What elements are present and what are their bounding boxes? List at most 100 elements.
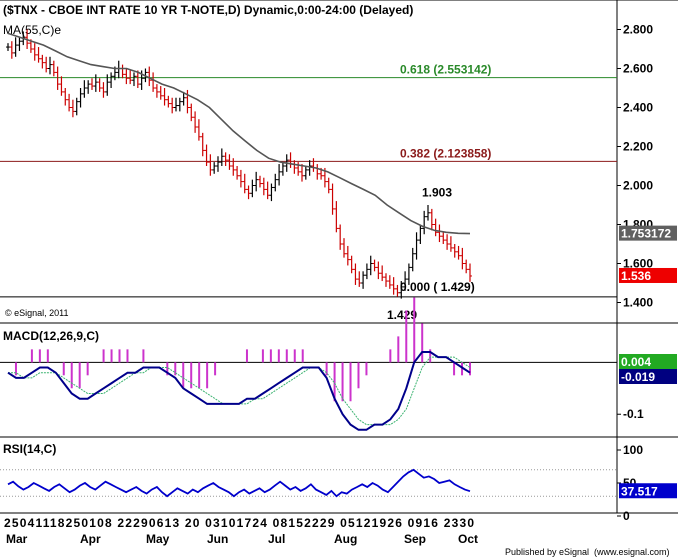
ohlc-bar (361, 271, 366, 289)
ohlc-bar (147, 66, 152, 87)
ohlc-bar (177, 97, 182, 112)
ohlc-bar (67, 93, 72, 112)
ohlc-bar (51, 60, 56, 77)
ohlc-bar (82, 80, 87, 98)
ohlc-bar (246, 185, 251, 200)
ohlc-bar (158, 86, 163, 100)
ohlc-bar (223, 152, 228, 166)
x-month-label: Jul (268, 532, 285, 546)
price-panel: 2.8002.6002.4002.2002.0001.8001.6001.400… (0, 23, 677, 322)
ohlc-bar (376, 261, 381, 280)
fib-label: 0.382 (2.123858) (400, 146, 491, 160)
ohlc-bar (261, 177, 266, 196)
ma-value-tag-bg (619, 225, 677, 241)
ohlc-bar (326, 177, 331, 194)
ohlc-bar (90, 78, 94, 90)
x-day-labels: 25041118250108 22290613 20 03101724 0815… (4, 516, 474, 530)
ohlc-bar (235, 166, 240, 180)
ohlc-bar (212, 162, 217, 174)
ohlc-bar (372, 259, 377, 272)
ohlc-bar (181, 91, 186, 106)
ohlc-bar (116, 60, 121, 79)
ohlc-bar (445, 234, 450, 250)
ohlc-bar (132, 72, 136, 87)
ohlc-bar (32, 43, 37, 61)
ohlc-bar (13, 37, 18, 57)
ohlc-bar (403, 271, 408, 291)
x-month-label: Jun (207, 532, 228, 546)
ohlc-bar (342, 238, 346, 258)
ohlc-bar (334, 201, 339, 233)
price-tick-label: 2.000 (623, 179, 653, 193)
chart-title: ($TNX - CBOE INT RATE 10 YR T-NOTE,D) Dy… (3, 3, 413, 17)
ohlc-bar (380, 265, 385, 282)
ohlc-bar (292, 160, 297, 174)
rsi-tick-label: 0 (623, 509, 630, 523)
macd-tick-label: -0.1 (623, 407, 644, 421)
x-axis: 25041118250108 22290613 20 03101724 0815… (4, 516, 478, 546)
ohlc-bar (36, 47, 41, 63)
ohlc-bar (406, 263, 411, 285)
fib-label: 0.618 (2.553142) (400, 63, 491, 77)
ohlc-bar (219, 148, 224, 166)
ohlc-bar (63, 88, 68, 106)
ohlc-bar (48, 56, 52, 75)
macd-line (7, 351, 471, 431)
ohlc-bar (208, 154, 213, 176)
ohlc-bar (311, 158, 316, 172)
ohlc-bar (242, 173, 247, 194)
ohlc-bar (154, 84, 159, 98)
ohlc-bar (59, 76, 64, 96)
x-month-label: Aug (334, 532, 357, 546)
ohlc-bar (101, 82, 106, 98)
price-tick-label: 1.600 (623, 257, 653, 271)
x-month-label: Sep (404, 532, 426, 546)
ohlc-bar (200, 132, 205, 157)
ohlc-bar (55, 66, 60, 90)
ohlc-bar (189, 103, 194, 122)
ohlc-bar (162, 88, 167, 106)
ohlc-bar (44, 56, 49, 73)
rsi-value-tag: 37.517 (621, 484, 658, 498)
ohlc-bar (422, 210, 427, 235)
ohlc-bar (364, 263, 369, 280)
ohlc-bar (433, 218, 438, 237)
rsi-value-tag-bg (619, 483, 677, 499)
macd-signal-line (8, 356, 471, 426)
signal-value-tag-bg (619, 369, 677, 384)
ohlc-bar (338, 224, 343, 250)
macd-value-tag-bg (619, 354, 677, 369)
ohlc-bar (231, 158, 236, 176)
swing-low-label: 1.429 (387, 308, 417, 322)
ohlc-bar (9, 41, 14, 59)
ohlc-bar (166, 95, 171, 108)
ohlc-bar (303, 166, 308, 180)
x-month-label: Apr (80, 532, 101, 546)
ohlc-bar (307, 160, 312, 176)
ohlc-bar (468, 263, 472, 282)
ohlc-bar (441, 232, 446, 244)
ohlc-bar (105, 74, 110, 96)
ohlc-bar (368, 255, 373, 276)
ohlc-bar (456, 245, 461, 260)
chart-frame (0, 0, 678, 514)
rsi-legend: RSI(14,C) (3, 442, 56, 456)
price-tick-label: 2.800 (623, 23, 653, 37)
price-tick-label: 2.400 (623, 101, 653, 115)
ohlc-bar (399, 281, 404, 299)
ohlc-bar (448, 236, 453, 252)
ohlc-bar (349, 255, 354, 274)
ohlc-bar (353, 263, 358, 285)
ohlc-bar (429, 208, 434, 231)
ohlc-bar (277, 164, 282, 186)
ohlc-bar (204, 144, 209, 166)
ohlc-bar (227, 154, 232, 170)
ohlc-bar (170, 97, 175, 114)
ohlc-bar (345, 245, 350, 266)
ohlc-bar (391, 277, 396, 295)
ohlc-bar (193, 111, 198, 133)
ohlc-bar (464, 259, 469, 274)
ohlc-bar (384, 273, 388, 287)
ohlc-bar (410, 247, 415, 272)
